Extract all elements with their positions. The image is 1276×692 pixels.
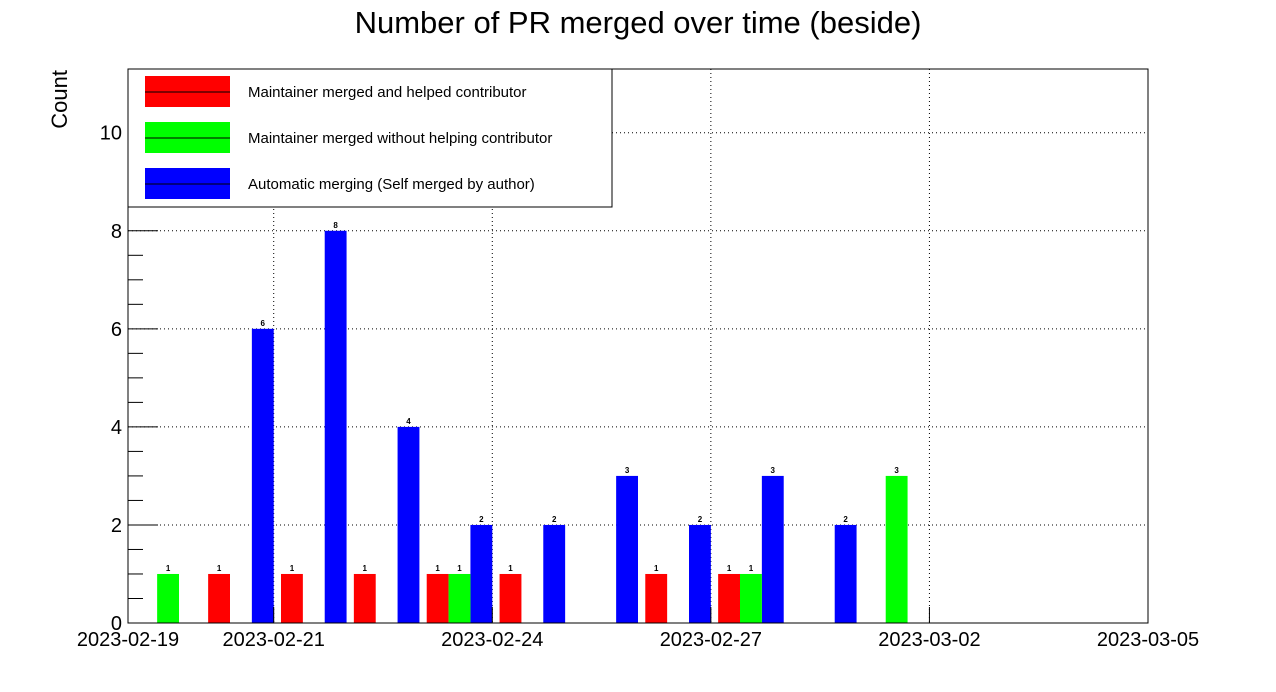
chart-title: Number of PR merged over time (beside) xyxy=(355,5,922,40)
axes: 0 2 4 6 8 10 2023-02-19 2023-02-21 2023-02-24 202… xyxy=(77,83,1199,651)
data-label: 3 xyxy=(894,466,899,475)
data-label: 1 xyxy=(749,564,754,573)
y-tick-label: 8 xyxy=(111,221,122,243)
data-labels: 1 6 1 8 1 4 1 2 1 1 2 1 3 2 1 3 1 1 2 3 xyxy=(166,221,900,573)
bar xyxy=(718,573,740,623)
data-label: 1 xyxy=(727,564,732,573)
data-label: 1 xyxy=(217,564,222,573)
plot-frame xyxy=(127,68,1149,624)
x-tick-label: 2023-02-21 xyxy=(223,629,325,651)
data-label: 1 xyxy=(435,564,440,573)
data-label: 4 xyxy=(406,417,411,426)
x-tick-label: 2023-02-27 xyxy=(660,629,762,651)
bars xyxy=(157,230,908,624)
data-label: 2 xyxy=(479,515,484,524)
legend-label: Maintainer merged and helped contributor xyxy=(248,84,527,101)
data-label: 2 xyxy=(698,515,703,524)
legend-label: Maintainer merged without helping contri… xyxy=(248,130,552,147)
bar xyxy=(448,573,471,623)
x-tick-label: 2023-03-02 xyxy=(878,629,980,651)
x-tick-label: 2023-03-05 xyxy=(1097,629,1199,651)
bar xyxy=(157,573,179,623)
bar xyxy=(353,573,376,623)
legend-label: Automatic merging (Self merged by author… xyxy=(248,176,535,193)
data-label: 2 xyxy=(843,515,848,524)
data-label: 1 xyxy=(166,564,171,573)
x-tick-label: 2023-02-24 xyxy=(441,629,543,651)
data-label: 3 xyxy=(771,466,776,475)
bar xyxy=(251,328,274,623)
data-label: 8 xyxy=(333,221,338,230)
data-label: 1 xyxy=(654,564,659,573)
y-tick-label: 10 xyxy=(100,123,122,145)
y-tick-label: 6 xyxy=(111,319,122,341)
data-label: 1 xyxy=(457,564,462,573)
y-tick-label: 0 xyxy=(111,613,122,635)
bar xyxy=(645,573,668,623)
y-tick-label: 4 xyxy=(111,417,122,439)
bar xyxy=(885,475,908,623)
bar xyxy=(281,573,303,623)
y-axis-label: Count xyxy=(47,70,72,129)
bar xyxy=(543,524,566,623)
legend: Maintainer merged and helped contributor… xyxy=(127,68,613,208)
bar xyxy=(834,524,857,623)
data-label: 3 xyxy=(625,466,630,475)
bar xyxy=(689,524,711,623)
legend-entry: Maintainer merged and helped contributor xyxy=(145,76,527,107)
data-label: 1 xyxy=(508,564,513,573)
bar xyxy=(208,573,230,623)
bar xyxy=(470,524,493,623)
bar xyxy=(761,475,784,623)
bar xyxy=(324,230,347,624)
y-tick-label: 2 xyxy=(111,515,122,537)
x-tick-label: 2023-02-19 xyxy=(77,629,179,651)
bar xyxy=(499,573,522,623)
bar xyxy=(426,573,449,623)
bar xyxy=(397,426,420,623)
data-label: 6 xyxy=(261,319,266,328)
data-label: 1 xyxy=(290,564,295,573)
legend-entry: Maintainer merged without helping contri… xyxy=(145,122,552,153)
bar xyxy=(740,573,762,623)
legend-entry: Automatic merging (Self merged by author… xyxy=(145,168,535,199)
data-label: 2 xyxy=(552,515,557,524)
bar xyxy=(616,475,638,623)
data-label: 1 xyxy=(363,564,368,573)
